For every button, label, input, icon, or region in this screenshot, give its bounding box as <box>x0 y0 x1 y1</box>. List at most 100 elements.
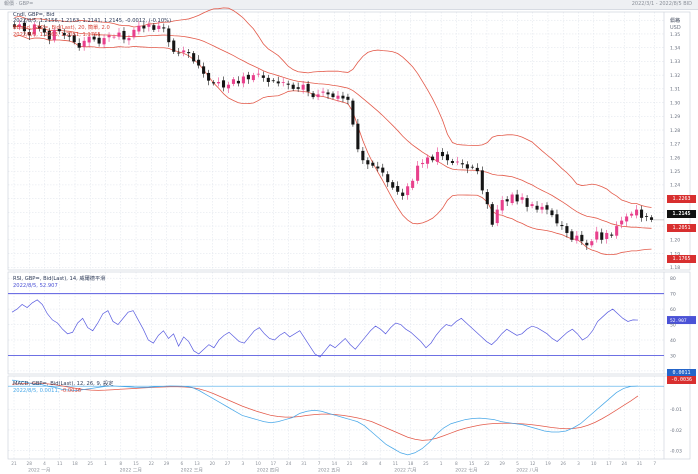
window-date-range: 2022/3/1 - 2022/8/5 BID <box>631 1 692 7</box>
candle <box>246 71 250 84</box>
candle <box>625 213 629 227</box>
candle-body <box>510 194 514 204</box>
candle <box>560 221 564 230</box>
candle-body <box>421 162 425 165</box>
x-day-label: 4 <box>43 461 46 467</box>
x-day-label: 11 <box>57 461 63 467</box>
x-day-label: 24 <box>621 461 627 467</box>
candle <box>411 178 415 191</box>
candle <box>286 80 290 90</box>
candle <box>450 158 454 166</box>
candle-body <box>77 43 81 48</box>
candle-body <box>47 30 51 40</box>
candle <box>475 163 479 175</box>
candle <box>57 24 61 35</box>
candle <box>535 201 539 213</box>
candle <box>396 181 400 195</box>
price-tick-label: 1.29 <box>670 114 680 120</box>
x-day-label: 25 <box>88 461 94 467</box>
candle <box>525 195 529 212</box>
candle <box>351 98 355 127</box>
candle <box>440 148 445 160</box>
candle <box>371 160 375 168</box>
candle-body <box>12 24 17 28</box>
candle <box>22 18 26 36</box>
rsi-pane[interactable]: 52.907 <box>8 293 696 358</box>
candle-body <box>67 35 71 37</box>
candle <box>117 27 121 40</box>
candle-body <box>346 96 350 100</box>
candle-body <box>42 28 46 33</box>
candle <box>565 223 569 238</box>
x-month-label: 2022 一月 <box>28 468 50 474</box>
x-day-label: 20 <box>210 461 216 467</box>
candle-body <box>490 204 494 225</box>
candle <box>386 171 390 187</box>
candle <box>580 231 584 246</box>
candle-body <box>152 25 156 30</box>
candle-body <box>630 213 634 216</box>
candle-body <box>595 231 599 240</box>
candle-body <box>221 80 226 88</box>
candle-body <box>610 234 614 236</box>
candle <box>266 74 270 87</box>
candle <box>296 82 300 92</box>
x-day-label: 6 <box>180 461 183 467</box>
macd-pane[interactable] <box>8 379 664 456</box>
candle <box>495 204 499 227</box>
candle <box>361 147 365 165</box>
candle-body <box>207 72 211 81</box>
candle <box>72 32 76 45</box>
candle <box>177 47 181 57</box>
rsi-tick-label: 30 <box>670 353 676 359</box>
x-month-label: 2022 五月 <box>318 468 340 474</box>
candle-body <box>460 163 464 165</box>
candle <box>142 21 146 33</box>
candle-body <box>500 200 504 211</box>
candle-body <box>172 40 176 52</box>
candle-body <box>281 81 285 83</box>
rsi-legend-name: RSI, GBP=, Bid(Last), 14, 威爾德平滑 <box>13 276 106 282</box>
candle-body <box>376 166 380 169</box>
candle <box>192 50 196 64</box>
rsi-tick-label: 60 <box>670 307 676 313</box>
candle <box>17 19 22 31</box>
price-pane[interactable] <box>12 7 664 256</box>
candle <box>585 239 589 250</box>
candle <box>485 189 489 209</box>
candle <box>37 21 41 32</box>
candle-body <box>301 84 305 90</box>
macd-tick-label: -0.02 <box>670 428 682 434</box>
candle-body <box>535 205 539 210</box>
candle <box>152 22 156 33</box>
candle <box>416 161 420 184</box>
candle <box>67 32 71 42</box>
x-day-label: 11 <box>393 461 399 467</box>
x-day-label: 31 <box>637 461 643 467</box>
candle <box>112 34 116 40</box>
price-tick-label: 1.18 <box>670 265 680 271</box>
candle <box>107 32 111 42</box>
macd-legend-values-row: 2022/8/5, 0.0011, -0.0036 <box>13 388 84 394</box>
x-day-label: 21 <box>11 461 17 467</box>
x-day-label: 18 <box>408 461 414 467</box>
candle-body <box>321 91 325 93</box>
candle-body <box>545 205 549 210</box>
x-day-label: 14 <box>332 461 338 467</box>
candle-body <box>450 161 454 163</box>
candle <box>42 24 46 37</box>
x-day-label: 28 <box>27 461 33 467</box>
candle-body <box>455 161 459 163</box>
candle <box>27 29 31 40</box>
macd-line <box>11 379 639 456</box>
macd-signal-line <box>11 382 639 441</box>
candle <box>52 27 56 43</box>
candle <box>92 34 96 42</box>
candle-body <box>226 84 231 89</box>
macd-tick-label: -0.01 <box>670 407 682 413</box>
macd-value-tag: 0.0011 <box>667 369 696 377</box>
x-month-label: 2022 八月 <box>516 468 538 474</box>
candle <box>157 21 161 33</box>
candle <box>635 204 639 219</box>
